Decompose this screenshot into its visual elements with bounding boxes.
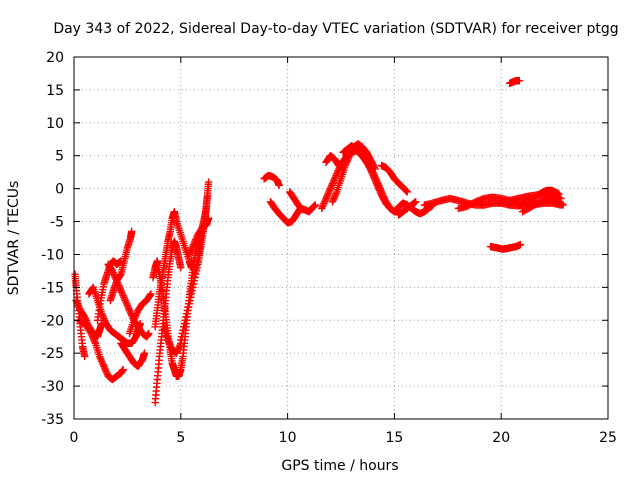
series-arc-15 [185,214,213,259]
series-arc-29 [486,240,525,253]
y-tick-label: 10 [46,116,64,132]
data-point [204,178,213,186]
data-point [193,257,201,266]
y-tick-label: -30 [41,379,64,395]
series-arc-22 [339,142,394,213]
data-point [192,261,201,270]
data-point [179,326,187,334]
data-point [187,290,195,298]
data-point [187,286,196,295]
data-point [182,309,191,318]
series-arc-3 [74,316,127,384]
y-tick-label: 20 [46,50,64,66]
data-point [386,204,394,213]
data-point [186,293,194,301]
data-point [298,205,306,213]
x-tick-labels: 0 5 10 15 20 25 [70,430,617,446]
data-point [555,190,563,198]
data-point [145,329,153,338]
data-point [178,329,186,338]
data-point [311,201,320,209]
y-tick-label: 0 [55,182,64,198]
axis-ticks [73,56,609,420]
data-point [191,269,199,277]
series-arc-24 [394,198,420,219]
y-axis-label: SDTVAR / TECUs [6,181,22,296]
data-point [188,283,196,292]
x-axis-label: GPS time / hours [281,458,398,474]
y-tick-label: 5 [55,149,64,165]
data-point [184,300,193,308]
data-point [202,204,211,213]
y-tick-labels: -35 -30 -25 -20 -15 -10 -5 0 5 10 15 20 [41,50,64,428]
data-point [189,280,197,288]
data-point [183,306,191,315]
y-tick-label: -5 [50,215,64,231]
data-point [334,160,342,169]
x-tick-label: 5 [176,430,185,446]
data-point [146,291,154,299]
data-point [80,352,89,361]
data-point [140,349,149,357]
data-points [71,76,567,407]
x-tick-label: 0 [70,430,79,446]
series-arc-8 [117,339,149,371]
series-arc-30 [506,76,524,88]
data-point [204,214,213,222]
series-arc-28 [518,194,567,216]
data-point [335,161,343,170]
y-tick-label: 15 [46,83,64,99]
series-arc-21 [322,152,343,170]
data-point [179,323,188,331]
data-point [403,188,411,196]
data-point [515,76,524,85]
series-arc-18 [286,188,307,214]
series-arc-11 [151,207,196,331]
chart-title: Day 343 of 2022, Sidereal Day-to-day VTE… [53,21,618,37]
grid-lines [74,57,608,419]
data-point [190,273,199,281]
data-point [185,296,194,305]
data-point [180,319,189,328]
series-arc-7 [104,260,153,341]
data-point [147,290,155,298]
series-arc-16 [260,171,283,190]
x-tick-label: 10 [279,430,297,446]
data-point [177,333,186,341]
data-point [402,187,411,195]
data-point [516,240,525,249]
data-point [559,201,567,209]
data-point [275,181,283,190]
data-point [412,198,420,206]
data-point [119,365,127,374]
x-tick-label: 25 [599,430,617,446]
data-point [182,313,190,321]
x-tick-label: 20 [492,430,510,446]
series-arc-23 [377,161,411,196]
y-tick-label: -25 [41,346,64,362]
data-point [192,265,200,273]
series-arc-20 [328,140,379,206]
y-tick-label: -15 [41,280,64,296]
data-point [181,316,189,324]
y-tick-label: -10 [41,247,64,263]
x-tick-label: 15 [385,430,403,446]
data-point [177,263,185,272]
series-arc-27 [510,186,563,209]
data-point [127,227,136,236]
y-tick-label: -20 [41,313,64,329]
data-point [558,200,566,209]
data-point [385,203,394,212]
plot-frame [73,56,609,420]
data-point [184,303,192,311]
data-point [189,277,198,285]
y-tick-label: -35 [41,412,64,428]
series-arc-9 [125,290,155,338]
data-point [177,336,185,344]
data-point [298,205,307,214]
